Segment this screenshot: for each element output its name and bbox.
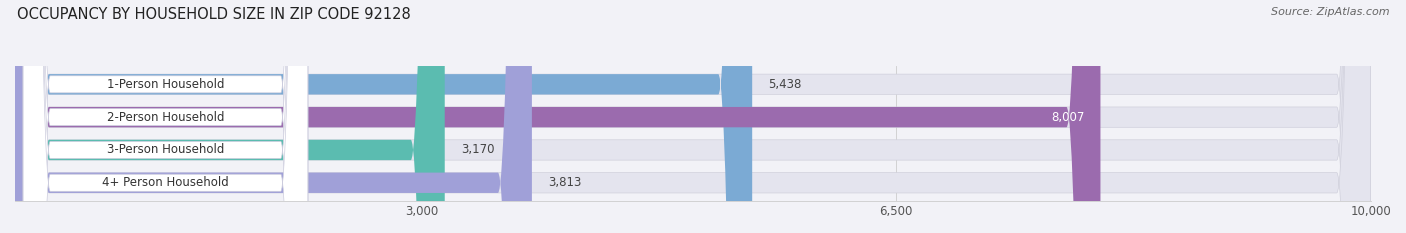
Text: 1-Person Household: 1-Person Household bbox=[107, 78, 224, 91]
FancyBboxPatch shape bbox=[22, 0, 308, 233]
Text: 3-Person Household: 3-Person Household bbox=[107, 144, 224, 156]
FancyBboxPatch shape bbox=[15, 0, 1371, 233]
FancyBboxPatch shape bbox=[15, 0, 1371, 233]
Text: 5,438: 5,438 bbox=[769, 78, 801, 91]
FancyBboxPatch shape bbox=[22, 0, 308, 233]
FancyBboxPatch shape bbox=[15, 0, 752, 233]
FancyBboxPatch shape bbox=[15, 0, 531, 233]
FancyBboxPatch shape bbox=[15, 0, 444, 233]
FancyBboxPatch shape bbox=[22, 0, 308, 233]
FancyBboxPatch shape bbox=[15, 0, 1371, 233]
Text: 8,007: 8,007 bbox=[1050, 111, 1084, 124]
Text: Source: ZipAtlas.com: Source: ZipAtlas.com bbox=[1271, 7, 1389, 17]
Text: 3,170: 3,170 bbox=[461, 144, 495, 156]
FancyBboxPatch shape bbox=[15, 0, 1101, 233]
FancyBboxPatch shape bbox=[22, 0, 308, 233]
Text: 2-Person Household: 2-Person Household bbox=[107, 111, 224, 124]
Text: 3,813: 3,813 bbox=[548, 176, 582, 189]
Text: OCCUPANCY BY HOUSEHOLD SIZE IN ZIP CODE 92128: OCCUPANCY BY HOUSEHOLD SIZE IN ZIP CODE … bbox=[17, 7, 411, 22]
Text: 4+ Person Household: 4+ Person Household bbox=[103, 176, 229, 189]
FancyBboxPatch shape bbox=[15, 0, 1371, 233]
